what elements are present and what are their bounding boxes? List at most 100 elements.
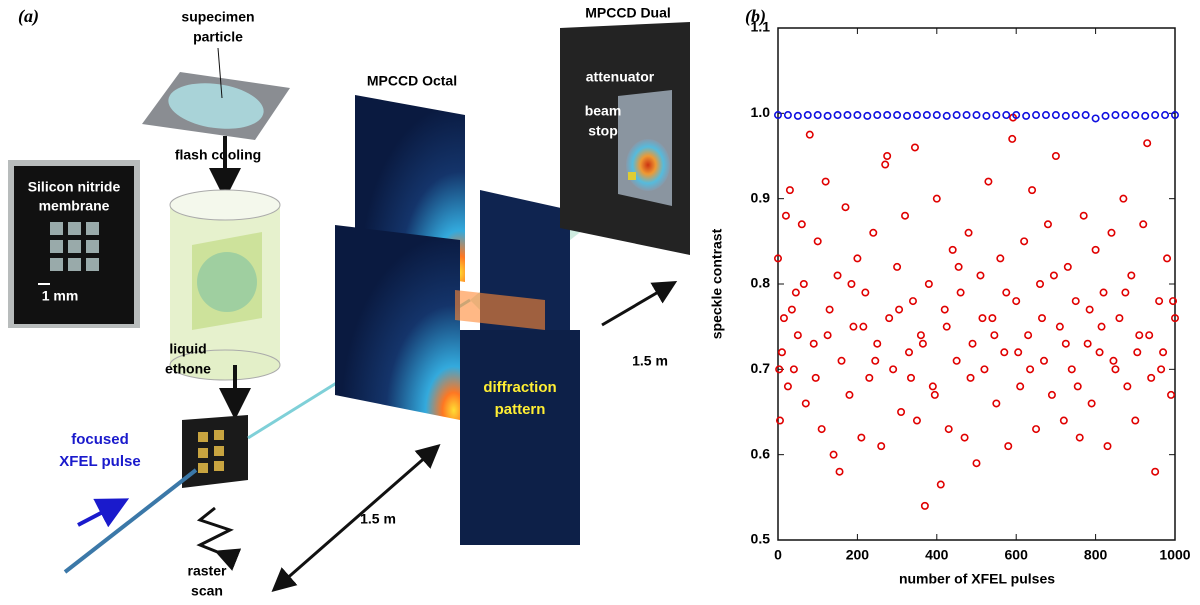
stop-label: stop <box>588 123 618 139</box>
point <box>1088 400 1094 406</box>
point <box>805 112 811 118</box>
point <box>1092 115 1098 121</box>
point <box>904 113 910 119</box>
membrane-label: membrane <box>39 198 110 214</box>
point <box>795 332 801 338</box>
point <box>801 281 807 287</box>
windows <box>50 222 99 271</box>
distance-arrow <box>602 284 672 325</box>
point <box>1013 298 1019 304</box>
point <box>934 112 940 118</box>
point <box>807 131 813 137</box>
point <box>789 306 795 312</box>
point <box>1128 272 1134 278</box>
point <box>938 481 944 487</box>
point <box>874 341 880 347</box>
figure: (a) Silicon nitride membrane 1 mm supeci… <box>0 0 1200 605</box>
point <box>834 272 840 278</box>
point <box>955 264 961 270</box>
point <box>967 375 973 381</box>
point <box>813 375 819 381</box>
stop-label: beam <box>585 103 622 119</box>
point <box>779 349 785 355</box>
point <box>949 247 955 253</box>
point <box>1041 358 1047 364</box>
point <box>854 255 860 261</box>
point <box>1015 349 1021 355</box>
point <box>1134 349 1140 355</box>
point <box>799 221 805 227</box>
point <box>1027 366 1033 372</box>
point <box>920 341 926 347</box>
y-tick-label: 0.8 <box>751 275 771 291</box>
point <box>953 358 959 364</box>
point <box>795 113 801 119</box>
point <box>884 112 890 118</box>
dual-pattern <box>626 139 670 191</box>
panel-label: (a) <box>18 6 39 27</box>
octal-detector <box>335 95 580 545</box>
point <box>953 112 959 118</box>
point <box>785 112 791 118</box>
point <box>922 503 928 509</box>
y-tick-label: 1.1 <box>751 19 771 35</box>
point <box>930 383 936 389</box>
point <box>1112 112 1118 118</box>
point <box>1108 230 1114 236</box>
point <box>1073 112 1079 118</box>
point <box>1132 417 1138 423</box>
point <box>811 341 817 347</box>
point <box>791 366 797 372</box>
point <box>862 289 868 295</box>
point <box>934 195 940 201</box>
point <box>1043 112 1049 118</box>
point <box>1152 112 1158 118</box>
specimen-label: particle <box>193 29 243 45</box>
point <box>1140 221 1146 227</box>
distance-label: 1.5 m <box>632 353 668 369</box>
point <box>918 332 924 338</box>
point <box>969 341 975 347</box>
point <box>836 469 842 475</box>
point <box>914 112 920 118</box>
point <box>1164 255 1170 261</box>
point <box>1116 315 1122 321</box>
point <box>1075 383 1081 389</box>
point <box>1001 349 1007 355</box>
scale-label: 1 mm <box>42 288 79 304</box>
point <box>826 306 832 312</box>
point <box>1158 366 1164 372</box>
point <box>1086 306 1092 312</box>
point <box>1160 349 1166 355</box>
point <box>1009 136 1015 142</box>
point <box>1112 366 1118 372</box>
raster-label: scan <box>191 583 223 599</box>
pulse-label: XFEL pulse <box>59 453 140 470</box>
point <box>1069 366 1075 372</box>
attenuator-label: attenuator <box>586 69 655 85</box>
plot-frame <box>778 28 1175 540</box>
point <box>1039 315 1045 321</box>
point <box>1162 112 1168 118</box>
point <box>890 366 896 372</box>
point <box>991 332 997 338</box>
raster-label: raster <box>188 563 227 579</box>
point <box>781 315 787 321</box>
point <box>1084 341 1090 347</box>
point <box>860 323 866 329</box>
point <box>1146 332 1152 338</box>
point <box>1053 153 1059 159</box>
point <box>1100 289 1106 295</box>
point <box>896 306 902 312</box>
point <box>973 112 979 118</box>
membrane-label: Silicon nitride <box>28 179 121 195</box>
point <box>908 375 914 381</box>
distance-arrow <box>276 448 436 588</box>
point <box>1122 112 1128 118</box>
x-tick-label: 200 <box>846 547 870 563</box>
point <box>834 112 840 118</box>
point <box>924 112 930 118</box>
point <box>787 187 793 193</box>
distance-label: 1.5 m <box>360 511 396 527</box>
point <box>981 366 987 372</box>
